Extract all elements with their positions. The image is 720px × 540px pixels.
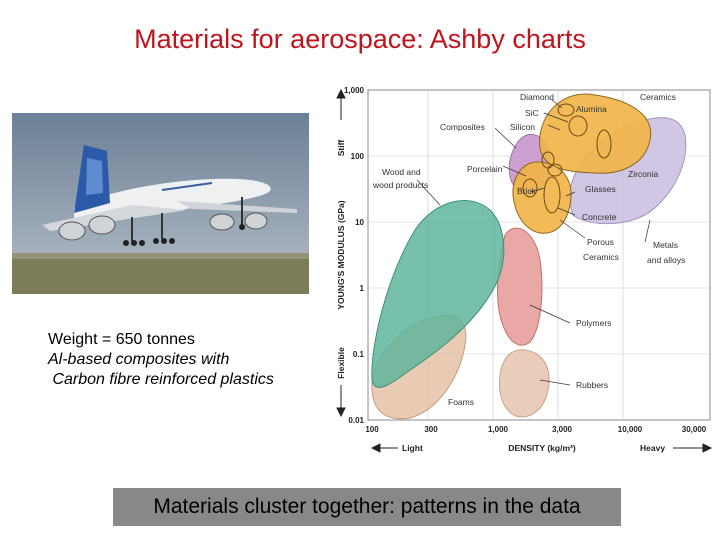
ashby-chart-svg: Diamond SiC Silicon Alumina Ceramics Com…: [336, 86, 713, 453]
label-porous-line1: Porous: [587, 237, 614, 247]
flexible-label: Flexible: [336, 347, 346, 379]
x-axis-title: DENSITY (kg/m³): [508, 443, 576, 453]
cfrp-text: Carbon fibre reinforced plastics: [48, 371, 274, 388]
label-wood-line2: wood products: [372, 180, 428, 190]
y-tick-labels: 1,000 100 10 1 0.1 0.01: [344, 86, 365, 425]
light-label: Light: [402, 443, 423, 453]
y-tick-0.1: 0.1: [353, 350, 365, 359]
label-diamond: Diamond: [520, 92, 554, 102]
label-rubbers: Rubbers: [576, 380, 608, 390]
region-rubbers: [499, 349, 550, 418]
composites-text: Al-based composites with: [48, 351, 230, 368]
label-brick: Brick: [517, 186, 537, 196]
label-concrete: Concrete: [582, 212, 617, 222]
y-tick-0.01: 0.01: [348, 416, 364, 425]
label-glasses: Glasses: [585, 184, 616, 194]
label-silicon: Silicon: [510, 122, 535, 132]
airplane-illustration: [12, 113, 309, 294]
y-axis-arrows: [336, 88, 346, 418]
x-tick-300: 300: [424, 425, 438, 434]
slide-title: Materials for aerospace: Ashby charts: [134, 24, 586, 54]
leader-lines: [416, 99, 651, 386]
right-wing: [177, 201, 297, 213]
label-wood-line1: Wood and: [382, 167, 421, 177]
y-tick-1000: 1,000: [344, 86, 365, 95]
label-foams: Foams: [448, 397, 474, 407]
label-metals-line2: and alloys: [647, 255, 685, 265]
y-tick-100: 100: [351, 152, 365, 161]
label-alumina: Alumina: [576, 104, 607, 114]
x-axis-arrows: [370, 443, 713, 453]
x-tick-1000: 1,000: [488, 425, 509, 434]
label-zirconia: Zirconia: [628, 169, 659, 179]
y-tick-1: 1: [360, 284, 365, 293]
stiff-label: Stiff: [336, 140, 346, 157]
region-technical-ceramics: [538, 93, 652, 174]
x-tick-3000: 3,000: [552, 425, 573, 434]
material-ellipses: [522, 103, 612, 214]
conclusion-banner: Materials cluster together: patterns in …: [113, 488, 621, 526]
y-tick-10: 10: [355, 218, 364, 227]
x-tick-10000: 10,000: [618, 425, 643, 434]
label-polymers: Polymers: [576, 318, 611, 328]
ashby-chart: Diamond SiC Silicon Alumina Ceramics Com…: [330, 80, 720, 460]
label-composites: Composites: [440, 122, 485, 132]
ground: [12, 253, 309, 294]
label-porous-line2: Ceramics: [583, 252, 619, 262]
label-porcelain: Porcelain: [467, 164, 503, 174]
y-axis-title: YOUNG'S MODULUS (GPa): [336, 200, 346, 309]
label-sic: SiC: [525, 108, 539, 118]
x-tick-labels: 100 300 1,000 3,000 10,000 30,000: [365, 425, 706, 434]
weight-text: Weight = 650 tonnes: [48, 331, 195, 348]
x-tick-100: 100: [365, 425, 379, 434]
heavy-label: Heavy: [640, 443, 665, 453]
label-ceramics: Ceramics: [640, 92, 676, 102]
aircraft-caption: Weight = 650 tonnes Al-based composites …: [48, 330, 274, 390]
label-metals-line1: Metals: [653, 240, 678, 250]
x-tick-30000: 30,000: [682, 425, 707, 434]
landing-gear: [131, 197, 243, 241]
region-wood: [371, 200, 505, 388]
aircraft-photo: [12, 113, 309, 294]
